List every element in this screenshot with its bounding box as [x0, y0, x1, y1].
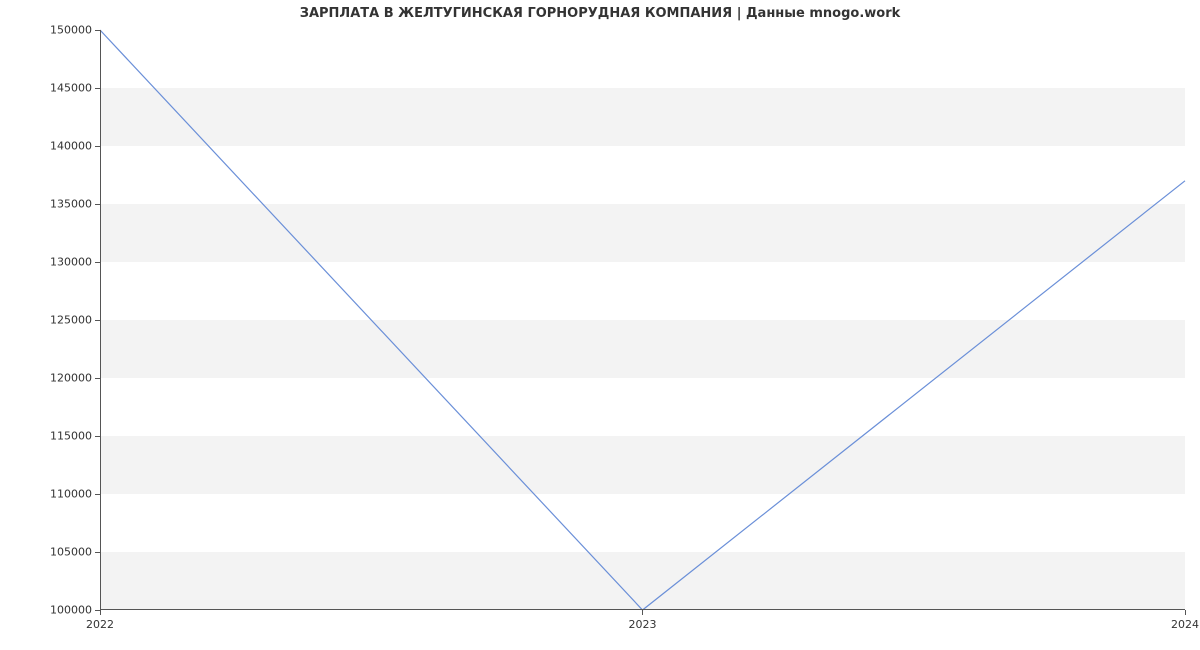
y-tick-label: 120000: [50, 372, 100, 385]
salary-line-chart: ЗАРПЛАТА В ЖЕЛТУГИНСКАЯ ГОРНОРУДНАЯ КОМП…: [0, 0, 1200, 650]
y-tick-label: 105000: [50, 546, 100, 559]
y-axis-line: [100, 30, 101, 610]
x-tick-label: 2024: [1171, 610, 1199, 631]
line-layer: [100, 30, 1185, 610]
x-tick-label: 2022: [86, 610, 114, 631]
y-tick-label: 145000: [50, 82, 100, 95]
y-tick-label: 150000: [50, 24, 100, 37]
x-tick-label: 2023: [629, 610, 657, 631]
y-tick-label: 115000: [50, 430, 100, 443]
y-tick-label: 130000: [50, 256, 100, 269]
y-tick-label: 135000: [50, 198, 100, 211]
y-tick-label: 110000: [50, 488, 100, 501]
y-tick-label: 125000: [50, 314, 100, 327]
plot-area: 1000001050001100001150001200001250001300…: [100, 30, 1185, 610]
y-tick-label: 140000: [50, 140, 100, 153]
series-line-salary: [100, 30, 1185, 610]
chart-title: ЗАРПЛАТА В ЖЕЛТУГИНСКАЯ ГОРНОРУДНАЯ КОМП…: [0, 6, 1200, 21]
